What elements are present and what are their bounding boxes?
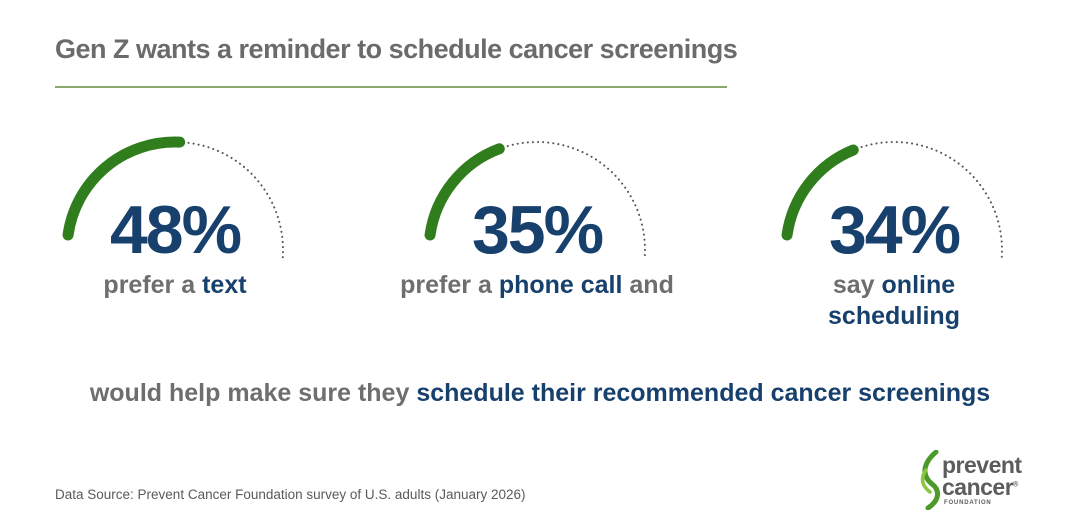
- logo-line-2-text: cancer: [942, 474, 1014, 500]
- gauge-2-caption-text: prefer a: [400, 271, 499, 299]
- gauge-3-caption: say online scheduling: [734, 270, 1054, 332]
- gauge-2-remainder-track: [501, 141, 646, 259]
- logo-line-2: cancer®: [942, 476, 1018, 499]
- gauge-3-remainder-track: [855, 141, 1003, 259]
- bottom-statement-emphasis: schedule their recommended cancer screen…: [416, 379, 991, 407]
- gauge-3-caption-emphasis: online: [881, 271, 956, 299]
- gauge-1-caption-text: prefer a: [103, 271, 203, 299]
- ribbon-icon: [920, 450, 940, 510]
- gauge-2-value: 35%: [471, 192, 604, 268]
- prevent-cancer-logo: prevent cancer® FOUNDATION: [918, 450, 1038, 510]
- gauge-2-caption: prefer a phone call and: [377, 270, 697, 301]
- gauge-2-value-arc: [424, 143, 505, 241]
- gauge-1-value: 48%: [109, 192, 242, 268]
- gauge-3-value-arc: [781, 144, 859, 241]
- title-divider: [55, 86, 727, 88]
- gauge-2-caption-suffix: and: [622, 271, 674, 299]
- logo-registered-mark: ®: [1013, 481, 1018, 489]
- data-source-note: Data Source: Prevent Cancer Foundation s…: [55, 487, 526, 502]
- gauge-2-caption-emphasis: phone call: [498, 271, 623, 299]
- page-title: Gen Z wants a reminder to schedule cance…: [55, 34, 738, 64]
- logo-line-1: prevent: [942, 452, 1022, 478]
- bottom-statement: would help make sure they schedule their…: [0, 379, 1080, 408]
- gauge-3-caption-text: say: [832, 271, 882, 299]
- logo-subtitle: FOUNDATION: [944, 500, 992, 506]
- gauge-3-caption-line2: scheduling: [828, 302, 960, 330]
- bottom-statement-text: would help make sure they: [89, 379, 417, 407]
- gauge-1-caption: prefer a text: [15, 270, 335, 301]
- gauge-1-value-arc: [62, 136, 186, 241]
- gauge-3-value: 34%: [828, 192, 961, 268]
- gauge-1-caption-emphasis: text: [202, 271, 247, 299]
